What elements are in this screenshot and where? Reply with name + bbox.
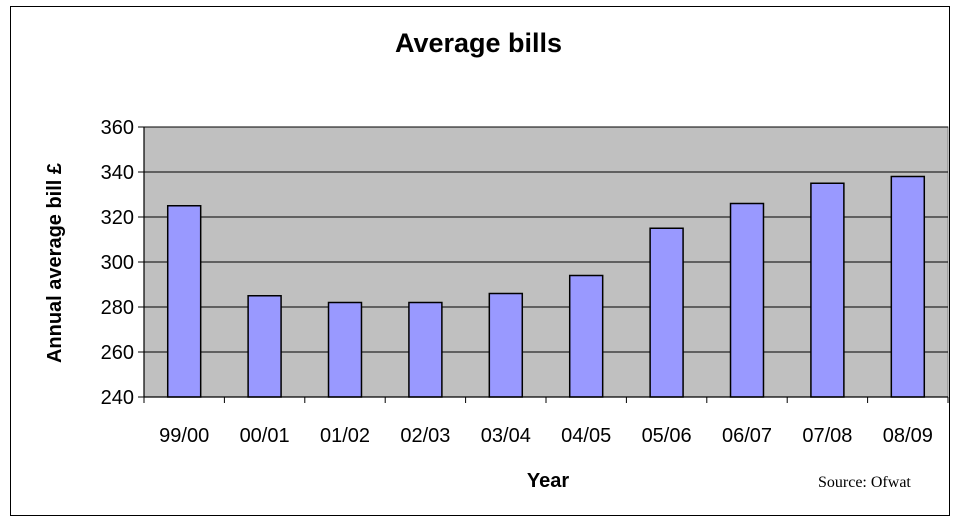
source-note: Source: Ofwat: [818, 474, 911, 491]
bar-02-03: [408, 301, 443, 398]
x-tick-label: 04/05: [561, 425, 611, 447]
x-tick-label: 00/01: [240, 425, 290, 447]
x-tick-label: 03/04: [481, 425, 531, 447]
y-tick-label: 320: [101, 207, 134, 229]
y-tick-label: 360: [101, 117, 134, 139]
x-tick-label: 99/00: [159, 425, 209, 447]
x-tick-label: 07/08: [802, 425, 852, 447]
bar-03-04: [488, 292, 524, 398]
y-tick-label: 240: [101, 387, 134, 409]
y-tick-label: 340: [101, 162, 134, 184]
x-tick-label: 05/06: [642, 425, 692, 447]
x-tick-label: 02/03: [400, 425, 450, 447]
bar-00-01: [247, 295, 282, 398]
y-axis-label: Annual average bill £: [44, 163, 66, 363]
bar-06-07: [729, 202, 765, 398]
bar-01-02: [327, 301, 363, 398]
bar-08-09: [890, 175, 926, 398]
x-axis-label: Year: [527, 470, 569, 492]
bar-07-08: [810, 182, 845, 398]
y-tick-label: 260: [101, 342, 134, 364]
chart-title: Average bills: [394, 28, 563, 58]
y-tick-label: 280: [101, 297, 134, 319]
bar-99-00: [166, 205, 202, 398]
y-tick-label: 300: [101, 252, 134, 274]
bar-05-06: [649, 227, 684, 398]
x-tick-label: 08/09: [883, 425, 933, 447]
x-tick-label: 01/02: [320, 425, 370, 447]
bar-04-05: [568, 274, 604, 398]
x-tick-label: 06/07: [722, 425, 772, 447]
